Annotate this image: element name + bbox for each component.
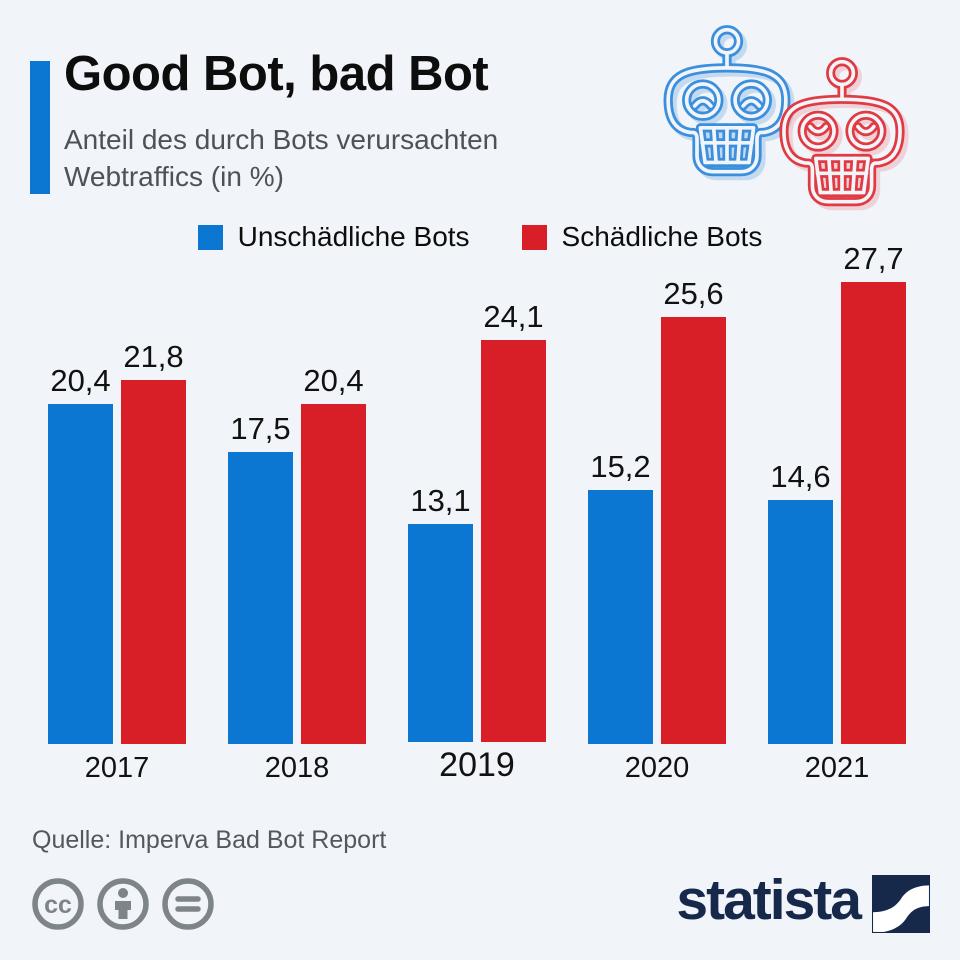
statista-brand: statista xyxy=(676,872,930,935)
good-bots-bar-2017 xyxy=(48,404,113,744)
bar-pair: 13,1 24,1 xyxy=(408,260,546,742)
x-axis-label-2017: 2017 xyxy=(84,752,150,784)
bar-chart: 20,4 21,8 2017 17,5 20,4 2018 13,1 24,1 2019 15,2… xyxy=(0,241,960,785)
bar-group-2017: 20,4 21,8 2017 xyxy=(48,262,186,785)
legend-item-bad-bots: Schädliche Bots xyxy=(521,221,763,253)
value-label-bad-2019: 24,1 xyxy=(483,299,544,334)
attribution-icon xyxy=(97,878,149,930)
value-label-bad-2021: 27,7 xyxy=(843,241,904,276)
bar-wrap: 21,8 xyxy=(121,339,186,744)
value-label-good-2017: 20,4 xyxy=(50,363,111,398)
x-axis-label-2019: 2019 xyxy=(439,746,515,784)
bar-pair: 14,6 27,7 xyxy=(768,241,906,744)
bar-wrap: 27,7 xyxy=(841,241,906,744)
title-accent-bar xyxy=(30,61,50,194)
bad-bots-bar-2019 xyxy=(481,340,546,742)
blue-robot-icon xyxy=(663,25,791,177)
bar-group-2020: 15,2 25,6 2020 xyxy=(588,262,726,785)
equals-icon xyxy=(162,878,214,930)
value-label-bad-2018: 20,4 xyxy=(303,363,364,398)
x-axis-label-2020: 2020 xyxy=(624,752,690,784)
bar-wrap: 24,1 xyxy=(481,299,546,742)
value-label-good-2020: 15,2 xyxy=(590,449,651,484)
bar-wrap: 17,5 xyxy=(228,411,293,744)
good-bots-bar-2018 xyxy=(228,452,293,744)
bar-pair: 17,5 20,4 xyxy=(228,262,366,744)
value-label-good-2021: 14,6 xyxy=(770,459,831,494)
svg-text:cc: cc xyxy=(44,891,72,919)
value-label-bad-2020: 25,6 xyxy=(663,276,724,311)
bar-wrap: 13,1 xyxy=(408,483,473,742)
bar-pair: 20,4 21,8 xyxy=(48,262,186,744)
bar-wrap: 20,4 xyxy=(48,363,113,744)
value-label-bad-2017: 21,8 xyxy=(123,339,184,374)
value-label-good-2018: 17,5 xyxy=(230,411,291,446)
legend-label-good-bots: Unschädliche Bots xyxy=(237,221,470,252)
page-subtitle: Anteil des durch Bots verursachten Webtr… xyxy=(64,121,498,195)
good-bots-swatch-icon xyxy=(197,224,223,250)
source-note: Quelle: Imperva Bad Bot Report xyxy=(32,826,387,854)
bar-wrap: 25,6 xyxy=(661,276,726,744)
x-axis-label-2021: 2021 xyxy=(804,752,870,784)
subtitle-line-1: Anteil des durch Bots verursachten xyxy=(64,124,499,155)
statista-wordmark: statista xyxy=(676,868,862,932)
bad-bots-bar-2018 xyxy=(301,404,366,744)
legend-item-good-bots: Unschädliche Bots xyxy=(197,221,470,253)
bad-bots-swatch-icon xyxy=(521,224,547,250)
cc-icon: cc xyxy=(32,878,84,930)
x-axis-label-2018: 2018 xyxy=(264,752,330,784)
red-robot-icon xyxy=(779,57,905,207)
good-bots-bar-2021 xyxy=(768,500,833,744)
bar-wrap: 14,6 xyxy=(768,459,833,744)
bar-pair: 15,2 25,6 xyxy=(588,262,726,744)
statista-logo-icon xyxy=(872,874,930,933)
subtitle-line-2: Webtraffics (in %) xyxy=(64,161,284,193)
bar-group-2019: 13,1 24,1 2019 xyxy=(408,260,546,785)
bad-bots-bar-2020 xyxy=(661,317,726,744)
bad-bots-bar-2021 xyxy=(841,282,906,744)
legend-label-bad-bots: Schädliche Bots xyxy=(561,221,763,252)
page-title: Good Bot, bad Bot xyxy=(64,47,489,101)
value-label-good-2019: 13,1 xyxy=(410,483,471,518)
license-icons: cc xyxy=(30,876,216,932)
bar-wrap: 20,4 xyxy=(301,363,366,744)
good-bots-bar-2020 xyxy=(588,490,653,744)
bad-bots-bar-2017 xyxy=(121,380,186,744)
bar-group-2021: 14,6 27,7 2021 xyxy=(768,241,906,785)
bar-wrap: 15,2 xyxy=(588,449,653,744)
good-bots-bar-2019 xyxy=(408,524,473,742)
chart-legend: Unschädliche Bots Schädliche Bots xyxy=(0,221,960,253)
bar-group-2018: 17,5 20,4 2018 xyxy=(228,262,366,785)
